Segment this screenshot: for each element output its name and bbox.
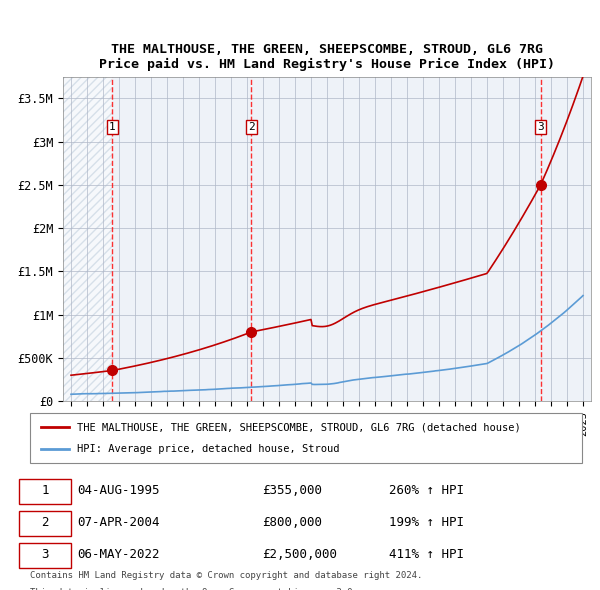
Text: 1: 1	[109, 122, 116, 132]
Text: 3: 3	[537, 122, 544, 132]
Text: £800,000: £800,000	[262, 516, 322, 529]
Text: 2: 2	[41, 516, 49, 529]
Text: 04-AUG-1995: 04-AUG-1995	[77, 484, 160, 497]
FancyBboxPatch shape	[19, 511, 71, 536]
Text: 07-APR-2004: 07-APR-2004	[77, 516, 160, 529]
Text: 1: 1	[41, 484, 49, 497]
Text: 3: 3	[41, 548, 49, 561]
Text: HPI: Average price, detached house, Stroud: HPI: Average price, detached house, Stro…	[77, 444, 340, 454]
FancyBboxPatch shape	[30, 413, 582, 463]
Text: 411% ↑ HPI: 411% ↑ HPI	[389, 548, 464, 561]
Text: This data is licensed under the Open Government Licence v3.0.: This data is licensed under the Open Gov…	[30, 588, 358, 590]
Text: 260% ↑ HPI: 260% ↑ HPI	[389, 484, 464, 497]
Text: THE MALTHOUSE, THE GREEN, SHEEPSCOMBE, STROUD, GL6 7RG (detached house): THE MALTHOUSE, THE GREEN, SHEEPSCOMBE, S…	[77, 422, 521, 432]
FancyBboxPatch shape	[19, 479, 71, 504]
Text: £2,500,000: £2,500,000	[262, 548, 337, 561]
Text: Contains HM Land Registry data © Crown copyright and database right 2024.: Contains HM Land Registry data © Crown c…	[30, 571, 422, 580]
Text: 199% ↑ HPI: 199% ↑ HPI	[389, 516, 464, 529]
Title: THE MALTHOUSE, THE GREEN, SHEEPSCOMBE, STROUD, GL6 7RG
Price paid vs. HM Land Re: THE MALTHOUSE, THE GREEN, SHEEPSCOMBE, S…	[99, 43, 555, 71]
FancyBboxPatch shape	[19, 543, 71, 568]
Text: £355,000: £355,000	[262, 484, 322, 497]
Text: 06-MAY-2022: 06-MAY-2022	[77, 548, 160, 561]
Text: 2: 2	[248, 122, 254, 132]
